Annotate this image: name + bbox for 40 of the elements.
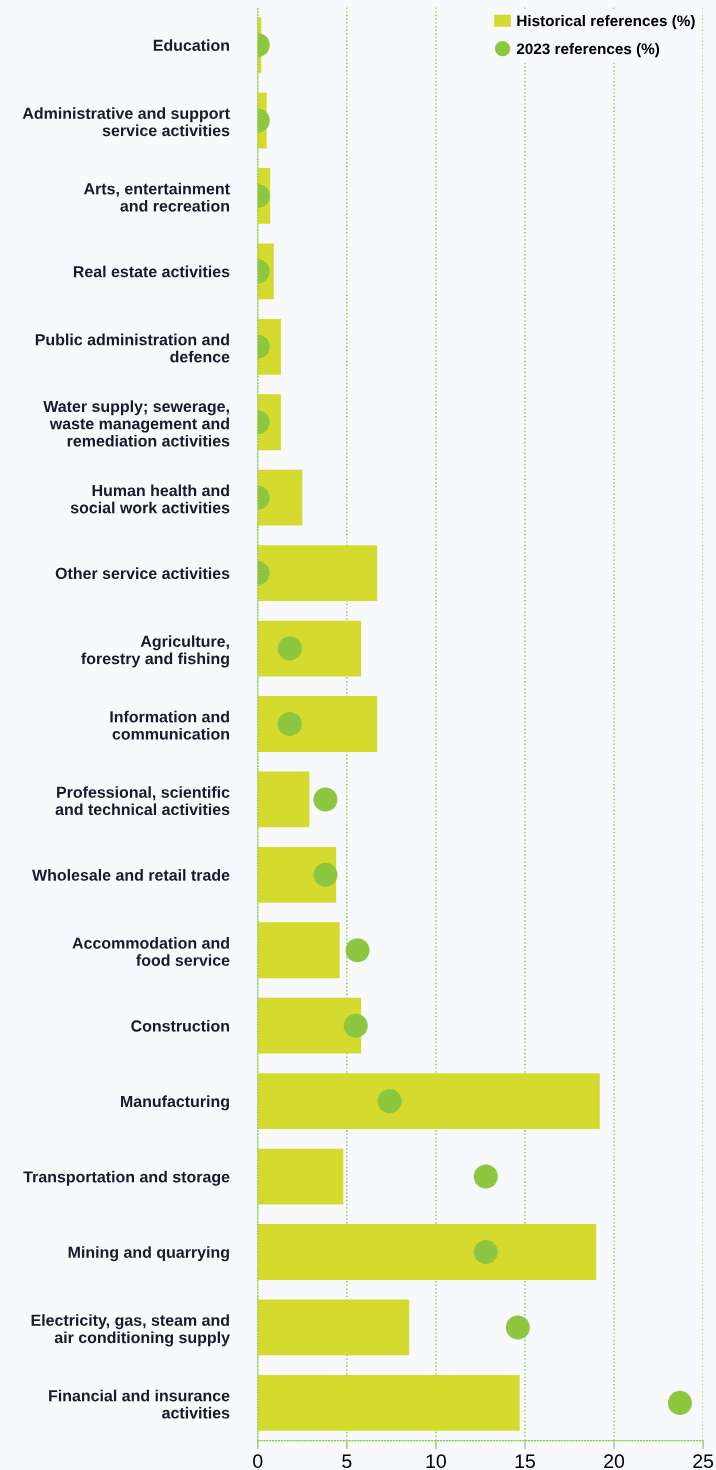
y-tick-label: Water supply; sewerage, waste management and remediation activities bbox=[43, 400, 230, 447]
x-tick-label: 5 bbox=[342, 1454, 352, 1469]
bar bbox=[257, 620, 362, 677]
x-tick-label: 25 bbox=[693, 1454, 714, 1469]
x-tick-label: 0 bbox=[253, 1454, 263, 1469]
bar bbox=[257, 696, 378, 752]
bar bbox=[257, 997, 362, 1054]
x-tick-label: 20 bbox=[604, 1454, 625, 1469]
legend-label: 2023 references (%) bbox=[516, 42, 660, 58]
bar bbox=[257, 1073, 600, 1130]
y-tick-label: Human health and social work activities bbox=[70, 484, 230, 514]
x-tick-label: 10 bbox=[426, 1454, 446, 1469]
y-tick-label: Wholesale and retail trade bbox=[32, 869, 230, 881]
y-tick-label: Real estate activities bbox=[73, 265, 230, 278]
y-tick-label: Agriculture, forestry and fishing bbox=[81, 635, 229, 668]
y-tick-label: Professional, scientific and technical activities bbox=[55, 786, 230, 816]
y-tick-label: Electricity, gas, steam and air conditioning supply bbox=[31, 1314, 230, 1347]
y-tick-label: Construction bbox=[131, 1019, 229, 1032]
y-tick-label: Education bbox=[153, 39, 229, 52]
y-tick-label: Public administration and defence bbox=[35, 333, 230, 363]
bar bbox=[257, 1299, 410, 1356]
y-tick-label: Manufacturing bbox=[121, 1095, 229, 1111]
y-tick-label: Accommodation and food service bbox=[72, 937, 230, 966]
y-tick-label: Other service activities bbox=[55, 567, 230, 580]
x-tick-label: 15 bbox=[515, 1454, 535, 1469]
bar bbox=[257, 545, 378, 602]
bar bbox=[257, 846, 337, 903]
bar bbox=[257, 922, 340, 979]
bar bbox=[257, 1374, 520, 1431]
y-tick-label: Arts, entertainment and recreation bbox=[83, 182, 230, 212]
y-tick-label: Administrative and support service activities bbox=[22, 107, 230, 137]
bar bbox=[257, 771, 310, 828]
y-tick-label: Mining and quarrying bbox=[68, 1246, 229, 1262]
y-tick-label: Financial and insurance activities bbox=[49, 1389, 230, 1419]
legend-label: Historical references (%) bbox=[517, 14, 695, 30]
y-tick-label: Transportation and storage bbox=[23, 1170, 230, 1186]
bar bbox=[257, 1148, 344, 1205]
y-tick-label: Information and communication bbox=[110, 710, 229, 740]
bar bbox=[257, 1224, 597, 1280]
bar bbox=[257, 469, 303, 526]
